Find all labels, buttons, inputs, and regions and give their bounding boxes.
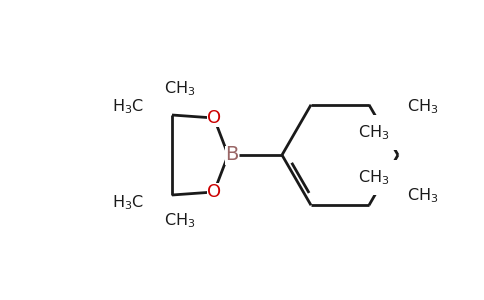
Text: H$_3$C: H$_3$C (112, 194, 144, 212)
Text: CH$_3$: CH$_3$ (407, 186, 439, 205)
Text: CH$_3$: CH$_3$ (164, 212, 196, 230)
Text: O: O (207, 183, 221, 201)
Text: CH$_3$: CH$_3$ (407, 98, 439, 116)
Text: H$_3$C: H$_3$C (112, 98, 144, 116)
Text: B: B (226, 146, 239, 164)
Text: CH$_3$: CH$_3$ (164, 80, 196, 98)
Text: CH$_3$: CH$_3$ (358, 123, 390, 142)
Text: CH$_3$: CH$_3$ (358, 168, 390, 187)
Text: O: O (207, 109, 221, 127)
